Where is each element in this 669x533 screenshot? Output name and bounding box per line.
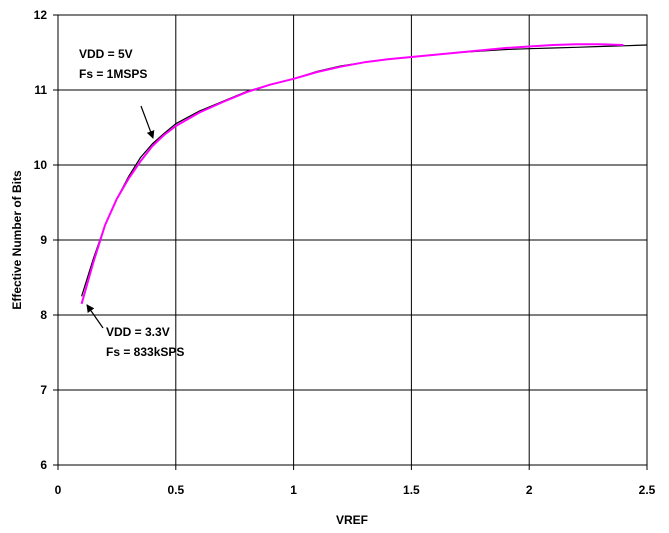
- x-tick-label: 2.5: [639, 483, 656, 497]
- series-group: [80, 43, 648, 305]
- series-line-2: [80, 43, 624, 305]
- x-axis-label: VREF: [336, 513, 368, 527]
- annotation-line: Fs = 1MSPS: [79, 67, 147, 81]
- x-axis-ticks: 0 0.5 1 1.5 2 2.5: [55, 465, 656, 497]
- y-tick-label: 9: [40, 233, 47, 247]
- y-tick-label: 12: [34, 8, 48, 22]
- annotation-line: VDD = 5V: [79, 47, 133, 61]
- grid-lines: [58, 15, 647, 465]
- annotation-line: VDD = 3.3V: [106, 325, 170, 339]
- x-tick-label: 1.5: [403, 483, 420, 497]
- y-axis-ticks: 6 7 8 9 10 11 12: [34, 8, 58, 472]
- y-tick-label: 6: [40, 458, 47, 472]
- x-tick-label: 0.5: [167, 483, 184, 497]
- x-tick-label: 1: [290, 483, 297, 497]
- annotation-line: Fs = 833kSPS: [106, 345, 184, 359]
- annotation-vdd-3v3: VDD = 3.3V Fs = 833kSPS: [86, 304, 184, 359]
- annotation-arrow: [86, 304, 104, 329]
- x-tick-label: 2: [526, 483, 533, 497]
- y-tick-label: 7: [40, 383, 47, 397]
- annotation-arrow: [140, 105, 155, 139]
- y-axis-label: Effective Number of Bits: [10, 170, 24, 310]
- x-tick-label: 0: [55, 483, 62, 497]
- series-line-1: [81, 44, 648, 297]
- y-tick-label: 10: [34, 158, 48, 172]
- y-tick-label: 8: [40, 308, 47, 322]
- y-tick-label: 11: [34, 83, 47, 97]
- annotation-vdd-5v: VDD = 5V Fs = 1MSPS: [79, 47, 155, 139]
